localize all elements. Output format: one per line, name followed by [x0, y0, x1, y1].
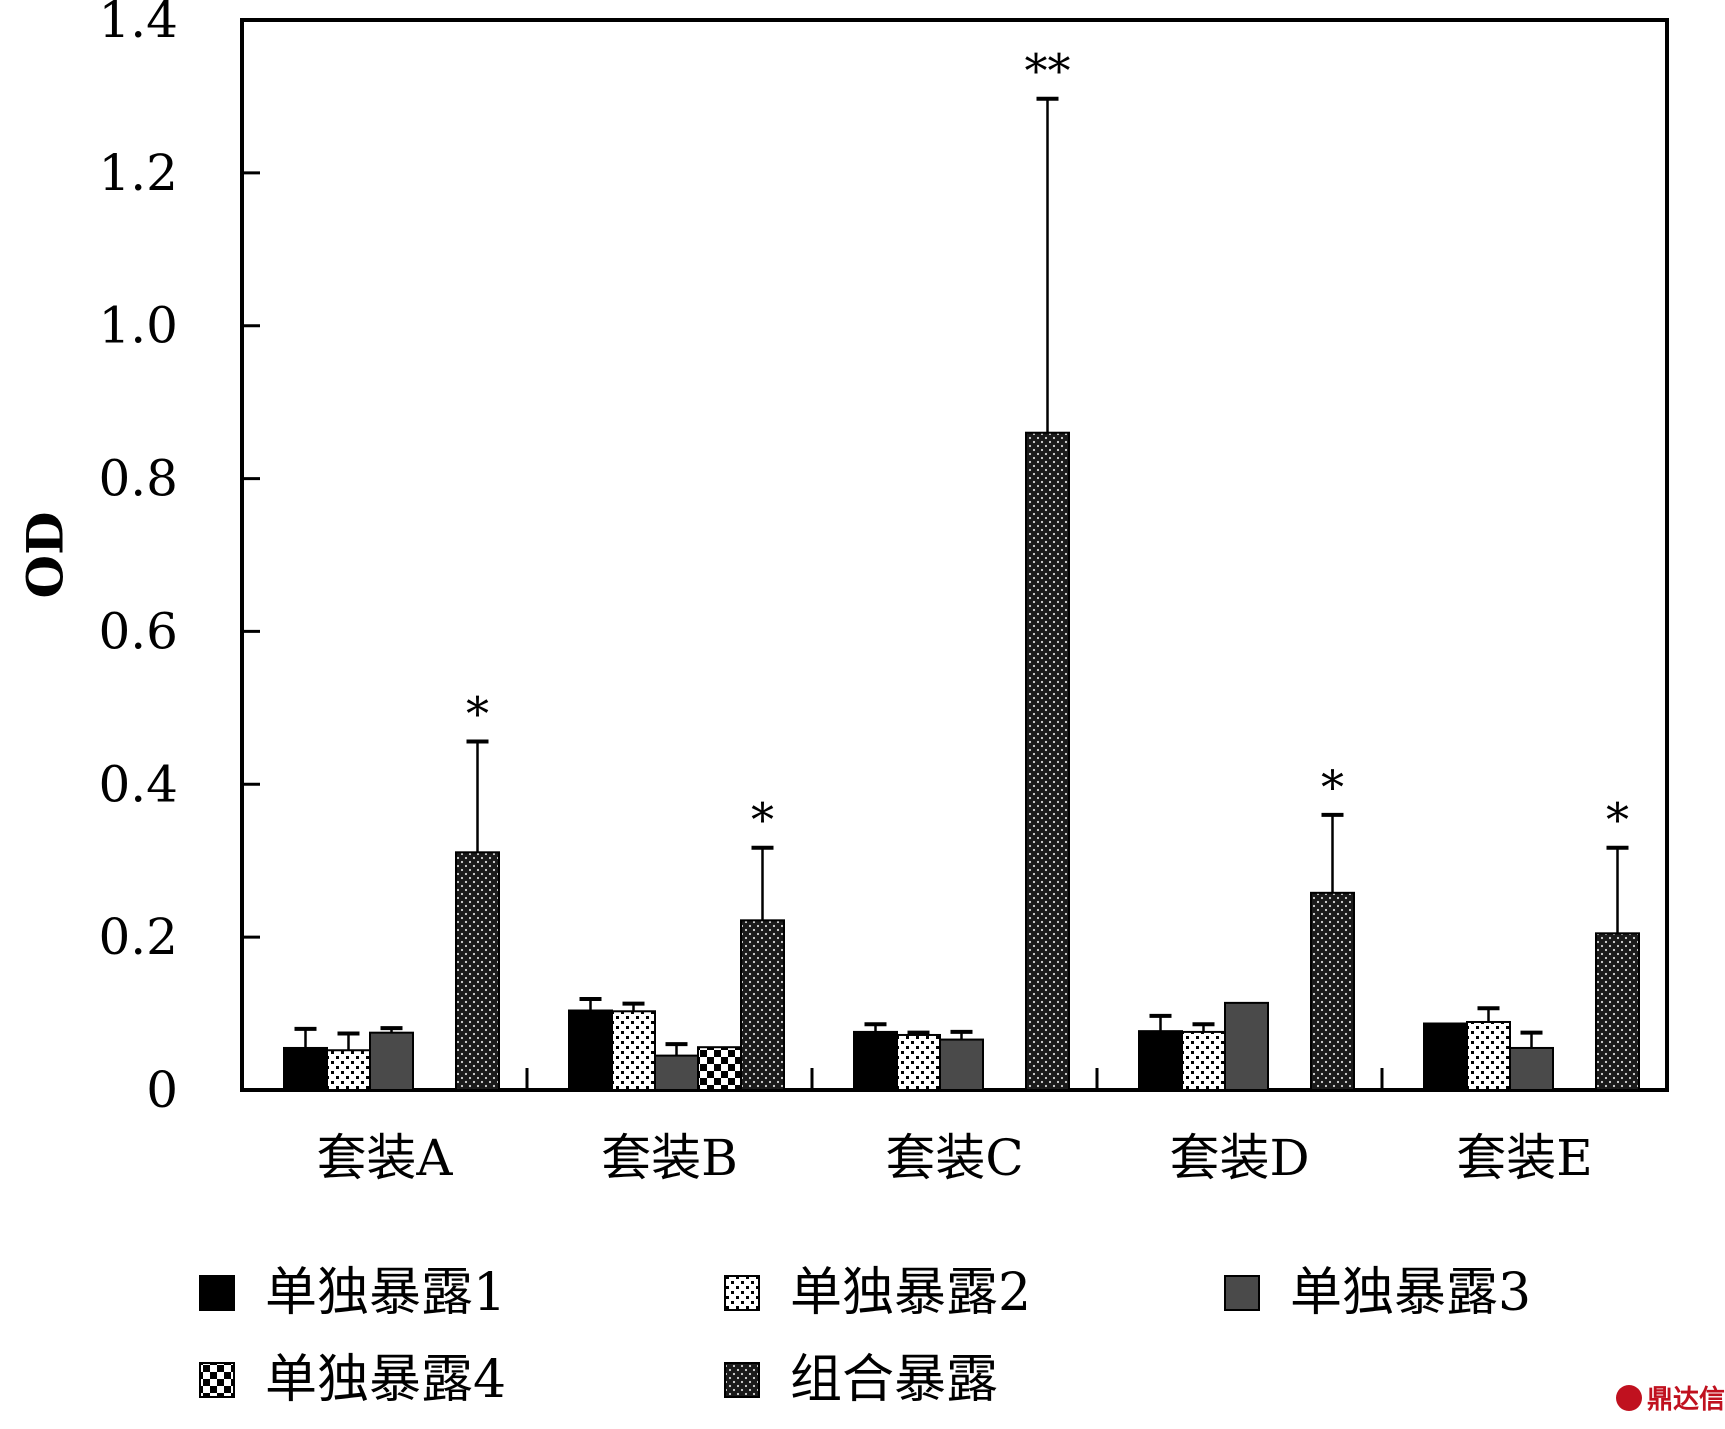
significance-layer: ****** — [466, 44, 1629, 847]
y-tick-label: 0.4 — [98, 755, 178, 813]
bar — [1025, 431, 1070, 1091]
bar — [740, 919, 785, 1091]
legend-swatch — [1224, 1275, 1260, 1311]
y-tick-label: 0.6 — [98, 602, 178, 660]
y-tick-label: 0.2 — [98, 908, 178, 966]
bar — [1595, 932, 1640, 1091]
y-tick-label: 1.0 — [98, 297, 178, 355]
x-tick-label: 套装B — [601, 1129, 738, 1187]
legend-label: 单独暴露4 — [265, 1350, 506, 1410]
y-axis: 0 0.2 0.4 0.6 0.8 1.0 1.2 1.4 — [98, 0, 260, 1119]
bar — [326, 1049, 371, 1092]
bar — [1138, 1030, 1183, 1092]
legend-label: 单独暴露2 — [790, 1263, 1031, 1323]
category-separators — [525, 1068, 1384, 1090]
x-axis-labels: 套装A 套装B 套装C 套装D 套装E — [316, 1129, 1592, 1187]
bar — [654, 1054, 699, 1092]
bar — [1466, 1020, 1511, 1092]
legend-item: 组合暴露 — [724, 1350, 998, 1410]
error-bars-layer — [294, 96, 1629, 1056]
legend-label: 单独暴露3 — [1290, 1263, 1531, 1323]
x-tick-label: 套装A — [316, 1129, 453, 1187]
legend-item: 单独暴露4 — [199, 1350, 506, 1410]
legend: 单独暴露1 单独暴露2 单独暴露3 单独暴露4 组合暴露 — [199, 1263, 1531, 1410]
bar — [1310, 891, 1355, 1091]
bar — [853, 1030, 898, 1092]
legend-item: 单独暴露3 — [1224, 1263, 1531, 1323]
bar — [568, 1009, 613, 1091]
y-tick-label: 0 — [146, 1061, 178, 1119]
bar — [283, 1046, 328, 1091]
significance-label: * — [1606, 793, 1629, 847]
watermark-logo: 鼎达信 — [1616, 1385, 1725, 1415]
y-tick-label: 1.4 — [98, 0, 178, 49]
y-tick-label: 1.2 — [98, 144, 178, 202]
legend-label: 单独暴露1 — [265, 1263, 506, 1323]
bar — [697, 1046, 742, 1091]
x-tick-label: 套装D — [1169, 1129, 1309, 1187]
watermark-text: 鼎达信 — [1647, 1385, 1725, 1415]
legend-item: 单独暴露1 — [199, 1263, 506, 1323]
legend-item: 单独暴露2 — [724, 1263, 1031, 1323]
y-tick-label: 0.8 — [98, 450, 178, 508]
legend-swatch — [199, 1362, 235, 1398]
bar — [1181, 1030, 1226, 1092]
significance-label: ** — [1025, 44, 1071, 98]
significance-label: * — [751, 793, 774, 847]
x-tick-label: 套装C — [885, 1129, 1023, 1187]
x-tick-label: 套装E — [1456, 1129, 1593, 1187]
bars-layer — [283, 431, 1640, 1092]
legend-swatch — [724, 1275, 760, 1311]
significance-label: * — [1321, 760, 1344, 814]
bar — [611, 1010, 656, 1091]
legend-label: 组合暴露 — [790, 1350, 998, 1410]
significance-label: * — [466, 686, 489, 740]
y-axis-title: OD — [16, 512, 75, 599]
bar — [939, 1038, 984, 1091]
bar — [369, 1031, 414, 1092]
bar — [1423, 1022, 1468, 1091]
bar — [1509, 1046, 1554, 1091]
bar — [1224, 1001, 1269, 1091]
bar — [455, 851, 500, 1091]
legend-swatch — [199, 1275, 235, 1311]
watermark-circle-icon — [1616, 1385, 1642, 1411]
bar — [896, 1033, 941, 1092]
legend-swatch — [724, 1362, 760, 1398]
